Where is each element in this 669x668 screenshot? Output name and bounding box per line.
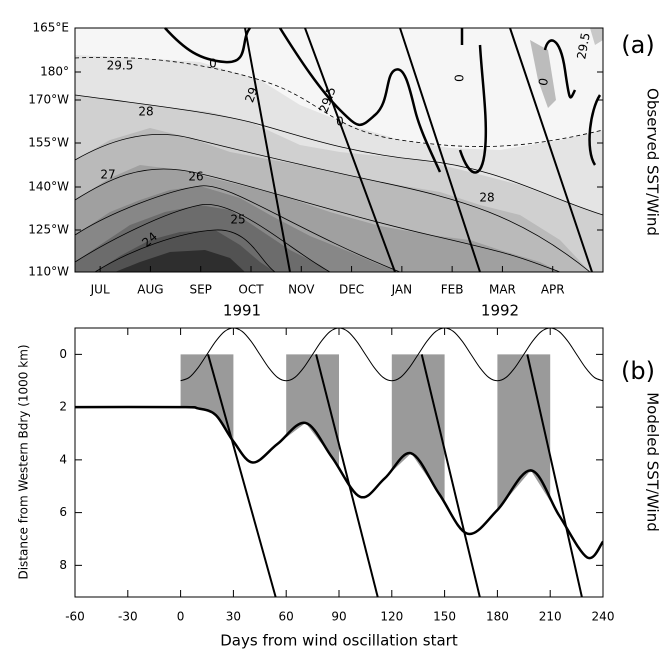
series-line: [526, 354, 583, 597]
x-tick-label: NOV: [288, 283, 315, 297]
series-line: [315, 354, 379, 597]
series-line: [420, 354, 481, 597]
contour-label: 28: [479, 191, 494, 205]
contour-label: 0: [336, 115, 344, 129]
contour-band: [590, 28, 603, 45]
contour-band: [530, 40, 556, 108]
y-tick-label: 125°W: [28, 223, 69, 237]
x-tick-label: 180: [486, 610, 509, 624]
x-tick-label: FEB: [441, 283, 464, 297]
contour-label: 25: [230, 213, 245, 227]
x-tick-label: 240: [592, 610, 615, 624]
wind-zero-line: [278, 27, 442, 173]
x-axis-title: Days from wind oscillation start: [220, 632, 458, 650]
contour-line: [74, 168, 561, 273]
y-tick-label: 170°W: [28, 93, 69, 107]
x-tick-label: JAN: [391, 283, 413, 297]
x-tick-label: -60: [65, 610, 85, 624]
x-tick-label: MAR: [489, 283, 516, 297]
year-label: 1992: [481, 302, 519, 320]
x-tick-label: 210: [539, 610, 562, 624]
x-tick-label: 90: [331, 610, 346, 624]
x-tick-label: 0: [177, 610, 185, 624]
contour-line: [74, 185, 401, 273]
contour-label: 27: [100, 168, 115, 182]
slant-line: [244, 27, 593, 273]
x-tick-label: 30: [226, 610, 241, 624]
forcing-band: [286, 354, 339, 468]
y-tick-label: 140°W: [28, 180, 69, 194]
x-tick-label: JUL: [90, 283, 110, 297]
contour-label: 29: [242, 85, 260, 104]
contour-lines: [74, 27, 604, 273]
y-tick-label: 8: [59, 558, 67, 572]
y-tick-label: 180°: [40, 65, 69, 79]
contour-line: [74, 56, 604, 147]
y-tick-label: 4: [59, 452, 67, 466]
wind-zero-line: [458, 28, 488, 174]
panel-label: (b): [621, 357, 655, 385]
contour-line: [74, 94, 604, 216]
x-tick-label: 120: [380, 610, 403, 624]
contour-label: 29.5: [574, 32, 592, 61]
plot-frame: [74, 27, 604, 273]
contour-line: [74, 203, 331, 273]
series-line: [180, 328, 603, 382]
marks: [75, 328, 603, 597]
y-axis-title: Distance from Western Bdry (1000 km): [17, 344, 31, 579]
contour-band: [115, 250, 245, 272]
contour-label: 0: [453, 74, 467, 82]
contour-line: [94, 229, 276, 273]
contour-line: [74, 134, 591, 273]
x-tick-label: -30: [118, 610, 138, 624]
contour-label: 0: [536, 77, 551, 87]
contour-labels: 29.5 0 29 29.5 0 28 27 26 25 24 28 0 0 2…: [100, 32, 592, 250]
series-line: [75, 405, 603, 560]
y-tick-label: 110°W: [28, 265, 69, 279]
panel-label: (a): [621, 31, 654, 59]
year-label: 1991: [223, 302, 261, 320]
y-tick-label: 165°E: [33, 21, 70, 35]
contour-label: 26: [188, 170, 203, 184]
y-tick-label: 0: [59, 347, 67, 361]
contour-label: 0: [209, 57, 217, 71]
x-tick-label: 60: [279, 610, 294, 624]
side-title: Observed SST/Wind: [644, 88, 662, 236]
x-tick-label: SEP: [189, 283, 211, 297]
y-tick-label: 6: [59, 505, 67, 519]
side-title: Modeled SST/Wind: [644, 392, 662, 532]
y-tick-label: 155°W: [28, 136, 69, 150]
forcing-band: [391, 354, 445, 502]
contour-field: [75, 28, 603, 272]
wind-zero-line: [164, 27, 252, 64]
y-tick-label: 2: [59, 400, 67, 414]
x-tick-label: AUG: [137, 283, 163, 297]
contour-label: 28: [138, 105, 153, 119]
x-tick-label: DEC: [339, 283, 364, 297]
x-tick-label: OCT: [238, 283, 264, 297]
x-tick-label: 150: [433, 610, 456, 624]
series-line: [207, 354, 277, 597]
x-tick-label: APR: [541, 283, 565, 297]
contour-label: 29.5: [107, 59, 134, 73]
